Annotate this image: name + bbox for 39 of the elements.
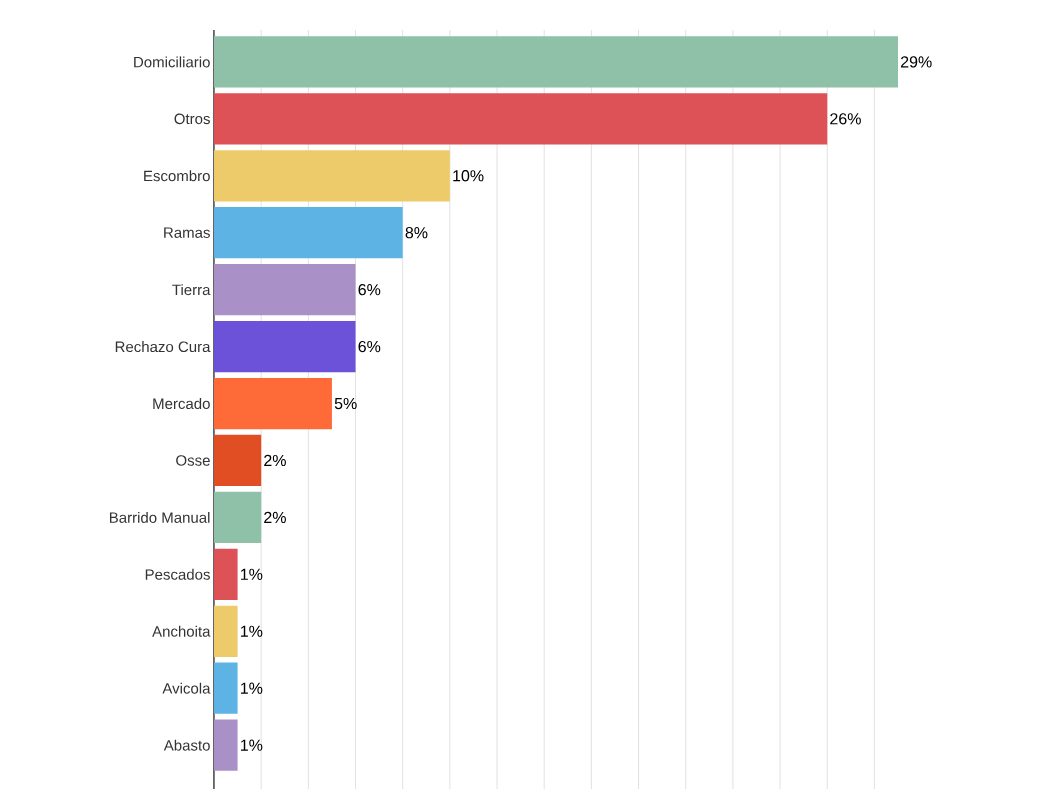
data-label: 6% [358, 283, 381, 296]
y-tick-label: Tierra [172, 284, 211, 296]
data-label: 2% [264, 511, 286, 524]
bar [214, 264, 356, 316]
data-label: 26% [830, 113, 861, 125]
data-label: 29% [901, 56, 932, 68]
bar [214, 491, 262, 544]
bar [214, 605, 238, 657]
bar [214, 662, 238, 714]
y-tick-label: Mercado [153, 398, 210, 410]
data-label: 1% [241, 625, 263, 637]
y-tick-label: Rechazo Cura [115, 341, 211, 353]
bar [214, 93, 828, 145]
bar [214, 548, 238, 600]
y-tick-label: Ramas [164, 227, 210, 238]
bar [214, 320, 356, 373]
y-tick-label: Barrido Manual [109, 511, 210, 523]
data-label: 5% [334, 397, 357, 410]
data-label: 1% [241, 682, 263, 694]
y-tick-label: Pescados [145, 568, 210, 580]
data-label: 1% [241, 568, 263, 580]
bar [214, 207, 403, 259]
data-label: 1% [241, 739, 263, 751]
data-label: 10% [453, 170, 484, 182]
y-tick-label: Domiciliario [134, 56, 210, 68]
data-label: 2% [264, 454, 286, 467]
y-tick-label: Abasto [163, 739, 210, 751]
y-tick-label: Avicola [162, 682, 211, 694]
bar [214, 150, 450, 202]
y-tick-label: Escombro [144, 170, 210, 182]
bar [214, 377, 332, 430]
data-label: 6% [358, 340, 381, 353]
y-tick-label: Osse [176, 455, 210, 466]
bar [214, 434, 262, 487]
y-tick-label: Otros [174, 113, 210, 125]
bar [214, 36, 898, 88]
y-tick-label: Anchoita [152, 625, 211, 637]
data-label: 8% [405, 227, 428, 239]
bar [214, 719, 238, 771]
